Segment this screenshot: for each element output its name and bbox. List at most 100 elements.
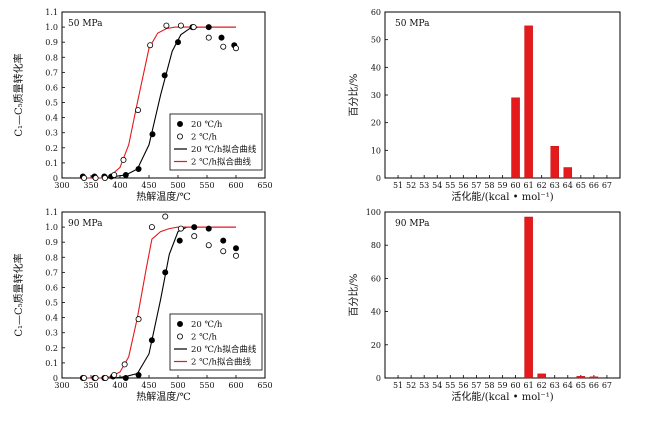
data-point-filled: [205, 225, 212, 232]
data-point-open: [147, 42, 154, 49]
data-point-open: [205, 242, 212, 249]
legend-entry: 2 ℃/h: [191, 333, 217, 343]
legend-marker: [176, 133, 183, 140]
data-point-open: [101, 174, 108, 181]
x-tick-label: 350: [83, 181, 98, 190]
x-tick-label: 450: [141, 381, 156, 390]
data-point-filled: [220, 237, 227, 244]
x-tick-label: 67: [602, 381, 612, 390]
data-point-open: [148, 224, 155, 231]
x-tick-label: 64: [563, 381, 573, 390]
bar-60: [511, 97, 520, 179]
data-point-open: [177, 225, 184, 232]
panel-label: 50 MPa: [68, 19, 103, 29]
legend-entry: 2 ℃/h: [191, 133, 217, 143]
bar-65: [576, 376, 586, 379]
x-tick-label: 67: [602, 181, 612, 190]
x-tick-label: 52: [406, 181, 416, 190]
x-tick-label: 52: [406, 381, 416, 390]
y-tick-label: 0.7: [45, 268, 58, 277]
bar-62: [537, 373, 546, 379]
y-tick-label: 0.5: [45, 299, 58, 308]
x-tick-label: 57: [471, 181, 481, 190]
x-tick-label: 450: [141, 181, 156, 190]
x-tick-label: 51: [393, 381, 403, 390]
x-tick-label: 59: [497, 181, 507, 190]
data-point-filled: [122, 171, 129, 178]
data-point-open: [190, 24, 197, 31]
data-point-filled: [174, 39, 181, 46]
y-tick-label: 40: [371, 308, 381, 317]
x-tick-label: 57: [471, 381, 481, 390]
x-axis-label: 热解温度/℃: [136, 390, 191, 403]
legend-marker: [176, 320, 183, 327]
legend: 20 ℃/h 2 ℃/h20 ℃/h拟合曲线 2 ℃/h拟合曲线: [169, 113, 263, 171]
legend-marker: [176, 333, 183, 340]
data-point-filled: [191, 224, 198, 231]
data-point-open: [134, 107, 141, 114]
panel-1-frame: [61, 11, 266, 179]
y-axis-label: 百分比/%: [348, 274, 360, 317]
data-point-open: [177, 22, 184, 29]
y-tick-label: 0.1: [45, 359, 58, 368]
legend-entry: 20 ℃/h拟合曲线: [191, 144, 257, 155]
x-tick-label: 650: [257, 381, 272, 390]
data-point-filled: [205, 24, 212, 31]
y-tick-label: 0.3: [45, 129, 58, 138]
x-tick-label: 54: [432, 181, 442, 190]
legend-entry: 20 ℃/h拟合曲线: [191, 344, 257, 355]
data-point-open: [220, 248, 227, 255]
panel-label: 90 MPa: [68, 219, 103, 229]
legend: 20 ℃/h 2 ℃/h20 ℃/h拟合曲线 2 ℃/h拟合曲线: [169, 313, 263, 371]
y-tick-label: 0.6: [45, 83, 58, 92]
y-tick-label: 100: [366, 208, 381, 217]
x-tick-label: 350: [83, 381, 98, 390]
x-tick-label: 53: [419, 381, 429, 390]
y-tick-label: 0.5: [45, 99, 58, 108]
x-tick-label: 600: [228, 181, 243, 190]
panel-4-bar: 51 52 53 54 55 56 57 58 59 60 61 62 63 64 65 66 67020406…: [348, 208, 621, 403]
data-point-open: [92, 374, 99, 381]
x-tick-label: 600: [228, 381, 243, 390]
y-tick-label: 80: [371, 241, 381, 250]
y-axis-label: C₁—C₅质量转化率: [12, 253, 25, 336]
x-tick-label: 65: [576, 181, 586, 190]
y-tick-label: 0.8: [45, 253, 58, 262]
data-point-open: [111, 371, 118, 378]
bar-63: [550, 145, 559, 179]
panel-3-scatter: 300 350 400 450 500 550 600 650 0 0.1 0.2 0.3 0.4 0.5…: [12, 208, 273, 403]
y-tick-label: 0.2: [45, 344, 58, 353]
x-tick-label: 56: [458, 181, 468, 190]
x-tick-label: 53: [419, 181, 429, 190]
panel-4-frame: [384, 211, 621, 379]
y-axis-label: 百分比/%: [348, 74, 360, 117]
y-tick-label: 0: [376, 174, 381, 183]
data-point-open: [191, 233, 198, 240]
y-tick-label: 0.9: [45, 38, 58, 47]
y-tick-label: 0.7: [45, 68, 58, 77]
x-tick-label: 500: [170, 181, 185, 190]
y-tick-label: 0.9: [45, 238, 58, 247]
panel-label: 50 MPa: [395, 19, 430, 29]
y-tick-label: 0: [53, 374, 58, 383]
x-tick-label: 550: [199, 381, 214, 390]
x-tick-label: 56: [458, 381, 468, 390]
y-tick-label: 0.4: [45, 314, 58, 323]
data-point-open: [92, 174, 99, 181]
x-tick-label: 59: [497, 381, 507, 390]
data-point-filled: [161, 72, 168, 79]
x-tick-label: 62: [537, 181, 547, 190]
legend-marker: [176, 121, 183, 128]
panel-label: 90 MPa: [395, 219, 430, 229]
data-point-open: [81, 374, 88, 381]
y-tick-label: 0.8: [45, 53, 58, 62]
bar-61: [524, 216, 533, 379]
y-tick-label: 50: [371, 36, 381, 45]
x-tick-label: 65: [576, 381, 586, 390]
y-tick-label: 40: [371, 63, 381, 72]
y-tick-label: 1.0: [45, 23, 58, 32]
data-point-open: [121, 361, 128, 368]
data-point-open: [163, 22, 170, 29]
y-tick-label: 0: [53, 174, 58, 183]
y-tick-label: 1.0: [45, 223, 58, 232]
